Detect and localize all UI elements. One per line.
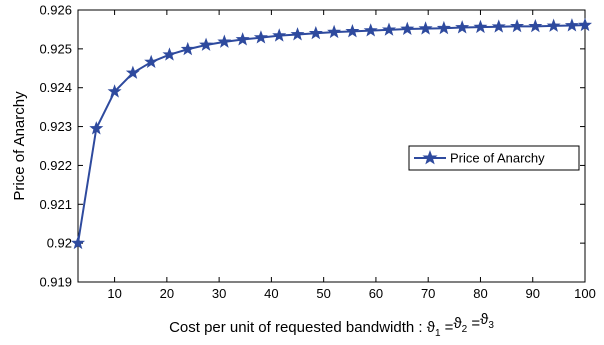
data-point-star [235, 32, 250, 46]
y-tick-label: 0.92 [47, 236, 72, 251]
data-point-star [400, 21, 415, 36]
data-point-star [327, 24, 342, 39]
data-point-star [528, 18, 543, 33]
x-axis-ticks: 10 20 30 40 50 60 70 80 90 100 [107, 10, 596, 301]
x-tick-label: 70 [421, 286, 435, 301]
y-tick-label: 0.926 [39, 3, 72, 18]
legend-label: Price of Anarchy [450, 151, 545, 166]
y-tick-label: 0.924 [39, 80, 72, 95]
data-point-star [418, 21, 433, 35]
y-axis-ticks: 0.919 0.92 0.921 0.922 0.923 0.924 0.925 0.926 [39, 3, 585, 290]
data-point-star [546, 18, 561, 32]
x-tick-label: 90 [525, 286, 539, 301]
x-tick-label: 60 [369, 286, 383, 301]
y-axis-title: Price of Anarchy [11, 91, 28, 201]
data-point-star [436, 20, 451, 35]
y-tick-label: 0.922 [39, 158, 72, 173]
data-point-star [162, 47, 177, 61]
data-point-star [455, 20, 470, 34]
x-tick-label: 10 [107, 286, 121, 301]
y-tick-label: 0.921 [39, 197, 72, 212]
data-point-star [107, 84, 122, 98]
y-tick-label: 0.923 [39, 119, 72, 134]
x-tick-label: 20 [160, 286, 174, 301]
data-point-star [144, 54, 159, 69]
x-tick-label: 80 [473, 286, 487, 301]
data-point-star [473, 19, 488, 34]
data-point-star [564, 18, 579, 32]
data-point-star [125, 65, 140, 79]
data-point-star [253, 30, 268, 44]
x-tick-label: 40 [264, 286, 278, 301]
data-point-star [272, 28, 287, 42]
data-point-star [217, 34, 232, 48]
legend: Price of Anarchy [408, 145, 580, 171]
y-tick-label: 0.919 [39, 275, 72, 290]
data-point-star [381, 22, 397, 36]
data-point-star [290, 27, 305, 41]
data-point-star [510, 18, 525, 33]
data-point-star [70, 235, 86, 250]
data-point-star [363, 23, 378, 37]
data-point-star [180, 41, 195, 56]
data-point-star [577, 17, 593, 32]
x-axis-title: Cost per unit of requested bandwidth : ϑ… [169, 311, 494, 339]
x-tick-label: 50 [316, 286, 330, 301]
data-point-star [308, 25, 323, 40]
legend-marker-star-icon [422, 150, 438, 165]
x-tick-label: 30 [212, 286, 226, 301]
series-layer [70, 17, 593, 250]
data-point-star [491, 19, 506, 33]
data-point-star [345, 23, 360, 38]
y-tick-label: 0.925 [39, 41, 72, 56]
x-tick-label: 100 [574, 286, 596, 301]
data-point-star [199, 37, 214, 51]
data-point-star [89, 121, 104, 135]
